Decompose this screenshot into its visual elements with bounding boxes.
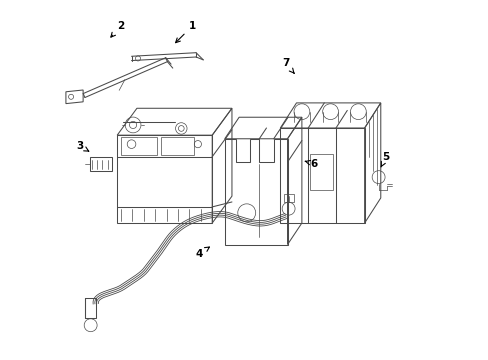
Text: 2: 2 [111, 21, 124, 37]
Text: 7: 7 [282, 58, 294, 73]
Bar [117, 135, 212, 223]
Bar [161, 137, 193, 155]
Bar [284, 194, 293, 202]
Text: 3: 3 [76, 141, 89, 151]
Text: 4: 4 [196, 247, 209, 258]
Text: 5: 5 [380, 152, 389, 167]
Bar [309, 154, 333, 190]
Bar [85, 298, 96, 318]
Bar [89, 157, 112, 171]
Text: 6: 6 [305, 159, 317, 169]
Bar [121, 137, 157, 155]
Text: 1: 1 [175, 21, 196, 43]
Bar [280, 128, 364, 223]
